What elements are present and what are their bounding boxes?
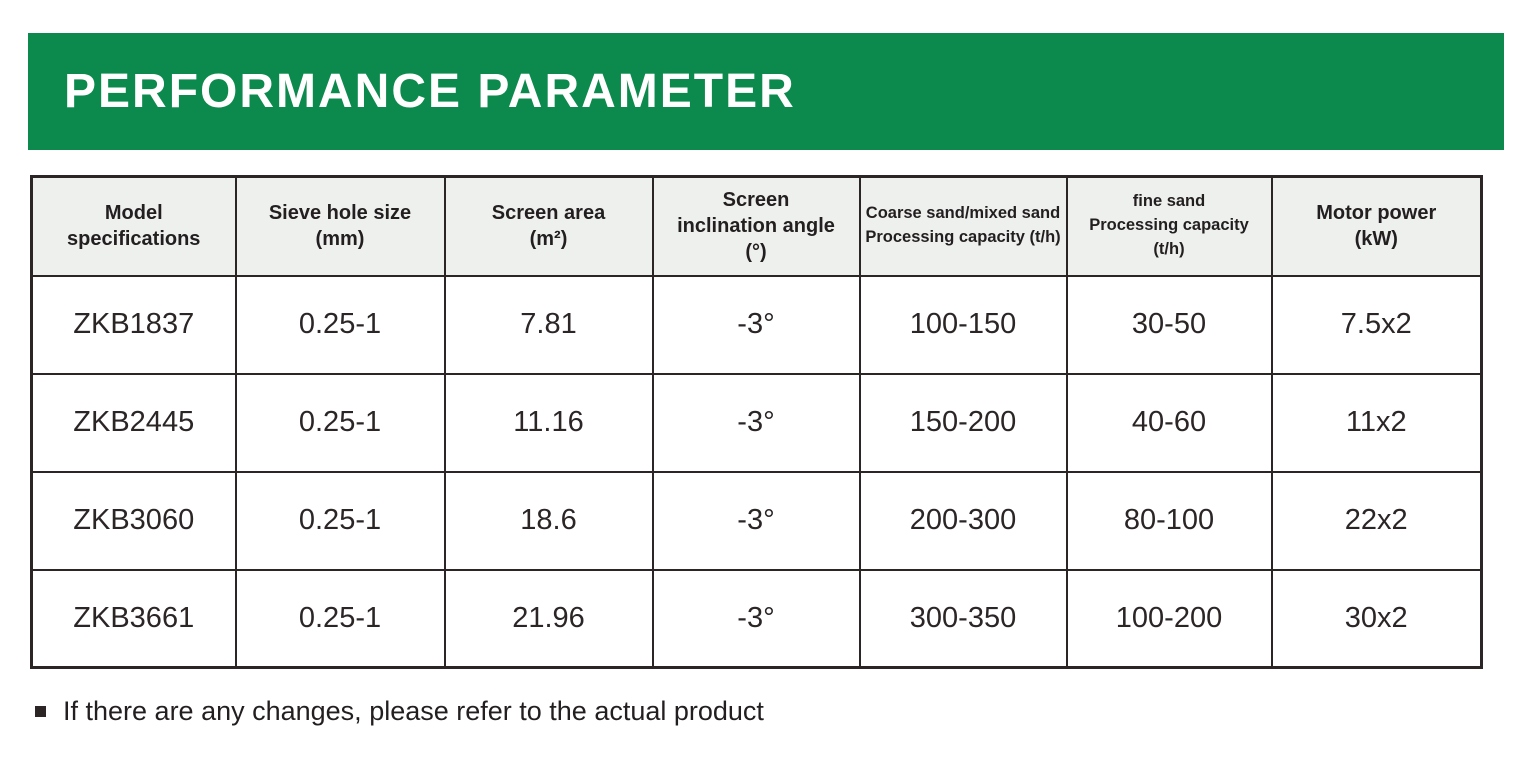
table-row: ZKB2445 0.25-1 11.16 -3° 150-200 40-60 1… (30, 372, 1483, 473)
column-header-model-specifications: Model specifications (30, 175, 237, 277)
cell-coarse-sand-capacity: 200-300 (858, 470, 1068, 571)
cell-motor-power: 22x2 (1270, 470, 1483, 571)
cell-screen-area: 7.81 (443, 274, 654, 375)
cell-model: ZKB3060 (30, 470, 237, 571)
column-header-fine-sand-capacity: fine sand Processing capacity (t/h) (1065, 175, 1273, 277)
cell-sieve-hole-size: 0.25-1 (234, 372, 446, 473)
cell-fine-sand-capacity: 30-50 (1065, 274, 1273, 375)
cell-motor-power: 11x2 (1270, 372, 1483, 473)
cell-inclination-angle: -3° (651, 274, 861, 375)
cell-fine-sand-capacity: 80-100 (1065, 470, 1273, 571)
column-header-sieve-hole-size: Sieve hole size (mm) (234, 175, 446, 277)
table-row: ZKB1837 0.25-1 7.81 -3° 100-150 30-50 7.… (30, 274, 1483, 375)
cell-sieve-hole-size: 0.25-1 (234, 274, 446, 375)
cell-fine-sand-capacity: 40-60 (1065, 372, 1273, 473)
page-title: PERFORMANCE PARAMETER (64, 65, 796, 118)
cell-motor-power: 7.5x2 (1270, 274, 1483, 375)
footnote: If there are any changes, please refer t… (35, 696, 1532, 727)
cell-sieve-hole-size: 0.25-1 (234, 568, 446, 669)
table-header-row: Model specifications Sieve hole size (mm… (30, 175, 1483, 277)
column-header-screen-inclination-angle: Screen inclination angle (°) (651, 175, 861, 277)
section-header-banner: PERFORMANCE PARAMETER (28, 33, 1504, 150)
cell-coarse-sand-capacity: 300-350 (858, 568, 1068, 669)
table-row: ZKB3060 0.25-1 18.6 -3° 200-300 80-100 2… (30, 470, 1483, 571)
cell-fine-sand-capacity: 100-200 (1065, 568, 1273, 669)
cell-screen-area: 21.96 (443, 568, 654, 669)
column-header-coarse-sand-capacity: Coarse sand/mixed sand Processing capaci… (858, 175, 1068, 277)
cell-sieve-hole-size: 0.25-1 (234, 470, 446, 571)
cell-inclination-angle: -3° (651, 470, 861, 571)
column-header-motor-power: Motor power (kW) (1270, 175, 1483, 277)
table-row: ZKB3661 0.25-1 21.96 -3° 300-350 100-200… (30, 568, 1483, 669)
square-bullet-icon (35, 706, 46, 717)
cell-screen-area: 11.16 (443, 372, 654, 473)
footnote-text: If there are any changes, please refer t… (63, 696, 764, 726)
cell-motor-power: 30x2 (1270, 568, 1483, 669)
cell-inclination-angle: -3° (651, 372, 861, 473)
cell-inclination-angle: -3° (651, 568, 861, 669)
performance-parameter-table: Model specifications Sieve hole size (mm… (30, 175, 1483, 669)
cell-model: ZKB1837 (30, 274, 237, 375)
cell-coarse-sand-capacity: 150-200 (858, 372, 1068, 473)
column-header-screen-area: Screen area (m²) (443, 175, 654, 277)
cell-model: ZKB2445 (30, 372, 237, 473)
cell-screen-area: 18.6 (443, 470, 654, 571)
cell-coarse-sand-capacity: 100-150 (858, 274, 1068, 375)
cell-model: ZKB3661 (30, 568, 237, 669)
